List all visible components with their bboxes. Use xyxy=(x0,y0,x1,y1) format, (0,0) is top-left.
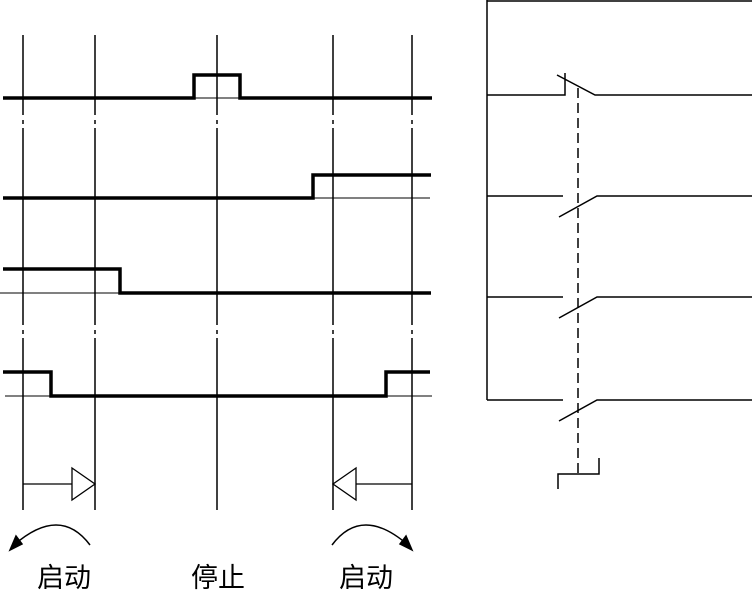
schematic-frame xyxy=(486,0,752,400)
label-start-right: 启动 xyxy=(339,563,393,594)
contact-4-no xyxy=(487,399,752,422)
contact-3-no xyxy=(487,296,752,319)
contact-schematic xyxy=(486,0,752,489)
left-travel-triangle-icon xyxy=(71,466,97,502)
row2-contact-trace xyxy=(3,173,431,200)
label-stop: 停止 xyxy=(191,563,245,594)
label-start-left: 启动 xyxy=(37,563,91,594)
actuator-handle xyxy=(557,458,600,489)
contact-1-nc xyxy=(487,73,752,96)
row3-contact-trace xyxy=(3,267,431,295)
row1-contact-trace xyxy=(3,73,432,100)
position-lines xyxy=(22,35,413,510)
right-travel-triangle-icon xyxy=(331,466,357,502)
contact-2-no xyxy=(487,195,752,218)
rotate-left-arrow-icon xyxy=(13,524,91,546)
row4-contact-trace xyxy=(3,370,430,398)
rotate-right-arrow-icon xyxy=(331,524,409,546)
